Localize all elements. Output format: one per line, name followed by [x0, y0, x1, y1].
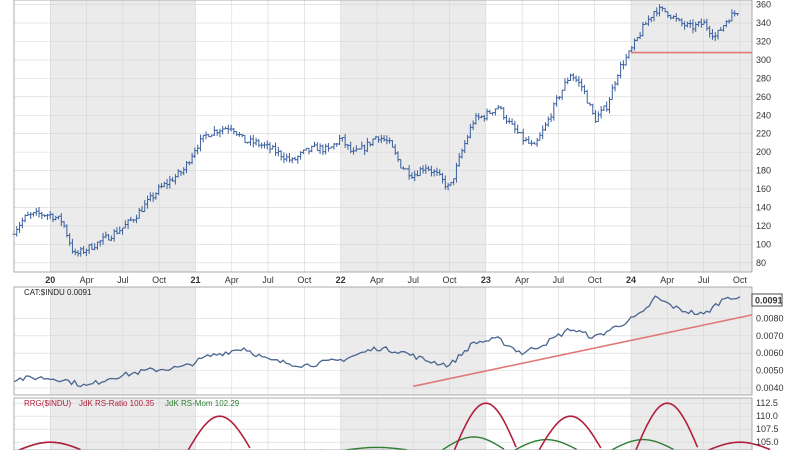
- rs-y-tick-label: 0.0080: [756, 313, 784, 323]
- x-tick-label: Jul: [698, 275, 710, 285]
- price-y-tick-label: 220: [756, 129, 771, 139]
- x-tick-label: Apr: [660, 275, 674, 285]
- price-y-tick-label: 260: [756, 92, 771, 102]
- x-tick-label: Oct: [588, 275, 603, 285]
- x-tick-label: Oct: [152, 275, 167, 285]
- year-band: [631, 398, 752, 450]
- grid-lines: [14, 0, 752, 450]
- price-y-tick-label: 200: [756, 147, 771, 157]
- price-panel: [12, 4, 752, 257]
- rrg-frame: [13, 397, 753, 450]
- x-tick-label: 21: [190, 275, 200, 285]
- price-y-tick-label: 160: [756, 184, 771, 194]
- x-tick-label: Apr: [515, 275, 529, 285]
- panel-legends: CAT:$INDU 0.0091 RRG($INDU) JdK RS-Ratio…: [24, 288, 240, 408]
- price-y-tick-label: 300: [756, 55, 771, 65]
- x-tick-label: Oct: [443, 275, 458, 285]
- x-tick-label: Jul: [553, 275, 565, 285]
- price-y-tick-label: 360: [756, 0, 771, 10]
- price-y-tick-label: 280: [756, 73, 771, 83]
- price-y-tick-label: 140: [756, 202, 771, 212]
- price-y-tick-label: 100: [756, 239, 771, 249]
- rrg-y-tick-label: 107.5: [756, 424, 779, 434]
- rs-y-tick-label: 0.0050: [756, 366, 784, 376]
- rs-series-line: [13, 295, 741, 388]
- x-tick-label: Oct: [297, 275, 312, 285]
- rs-y-tick-label: 0.0040: [756, 383, 784, 393]
- rrg-panel: [18, 402, 771, 450]
- rrg-legend-symbol: RRG($INDU): [24, 399, 71, 408]
- rs-trend-line: [413, 314, 753, 388]
- price-y-tick-label: 180: [756, 166, 771, 176]
- price-y-tick-label: 120: [756, 221, 771, 231]
- x-tick-label: 24: [626, 275, 636, 285]
- year-band: [631, 0, 752, 272]
- x-tick-label: Oct: [733, 275, 748, 285]
- rrg-ratio-line: [453, 402, 517, 450]
- x-tick-label: 20: [45, 275, 55, 285]
- rs-y-tick-label: 0.0060: [756, 348, 784, 358]
- relative-strength-panel: [13, 295, 753, 388]
- rrg-mom-line: [345, 446, 408, 450]
- rrg-y-tick-label: 105.0: [756, 437, 779, 447]
- rs-last-value: 0.0091: [755, 296, 783, 306]
- rrg-ratio-line: [635, 402, 699, 450]
- rrg-ratio-line: [708, 441, 771, 450]
- price-y-tick-label: 80: [756, 258, 766, 268]
- price-y-tick-label: 320: [756, 36, 771, 46]
- rs-legend: CAT:$INDU 0.0091: [24, 288, 92, 297]
- year-bands: [50, 0, 752, 450]
- price-y-tick-label: 340: [756, 18, 771, 28]
- x-tick-label: Apr: [225, 275, 239, 285]
- x-tick-label: Apr: [80, 275, 94, 285]
- rrg-ratio-line: [18, 441, 81, 450]
- rrg-legend-mom: JdK RS-Mom 102.29: [165, 399, 240, 408]
- rs-y-tick-label: 0.0070: [756, 331, 784, 341]
- x-tick-label: 23: [481, 275, 491, 285]
- rrg-legend-ratio: JdK RS-Ratio 100.35: [79, 399, 155, 408]
- x-tick-label: 22: [336, 275, 346, 285]
- price-frame: [13, 0, 753, 273]
- rrg-mom-line: [514, 438, 577, 450]
- axes: 80 100 120 140 160 180 200 220 240 260 280 300 320 34…: [13, 0, 784, 450]
- rrg-y-tick-label: 112.5: [756, 398, 778, 408]
- year-band: [631, 287, 752, 395]
- rrg-y-tick-label: 110.0: [756, 411, 778, 421]
- price-y-tick-label: 240: [756, 110, 771, 120]
- rrg-ratio-line: [538, 415, 602, 450]
- rrg-mom-line: [611, 438, 674, 450]
- x-tick-label: Apr: [370, 275, 384, 285]
- rrg-mom-line: [441, 436, 505, 450]
- rrg-ratio-line: [187, 415, 251, 450]
- x-tick-label: Jul: [117, 275, 129, 285]
- rs-frame: [13, 286, 753, 396]
- x-tick-label: Jul: [262, 275, 274, 285]
- x-tick-label: Jul: [407, 275, 419, 285]
- rs-last-value-badge: 0.0091: [751, 293, 783, 307]
